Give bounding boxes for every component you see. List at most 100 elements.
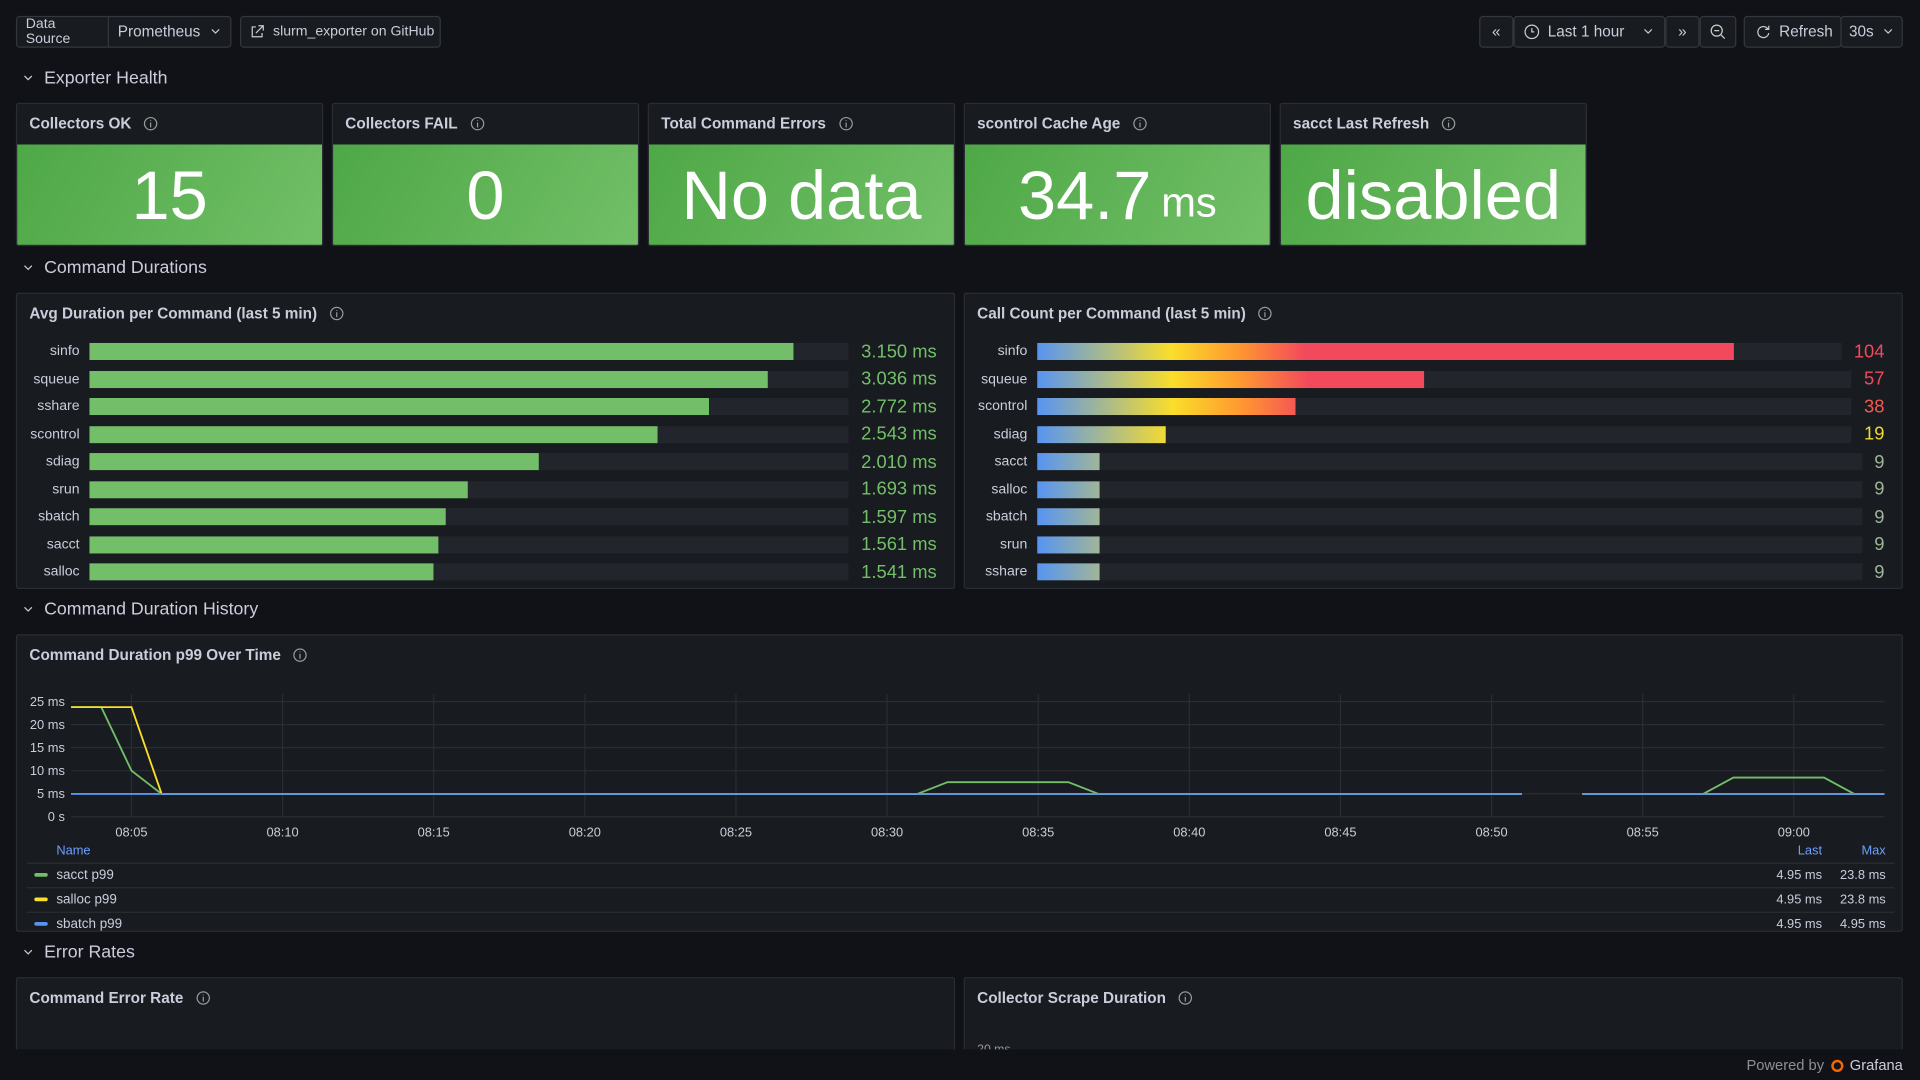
section-header[interactable]: Error Rates — [22, 943, 135, 962]
bar-label: sacct — [994, 454, 1028, 469]
y-tick-label: 0 s — [48, 809, 65, 824]
panel: Collector Scrape Duration 20 ms — [963, 977, 1903, 1063]
refresh-button[interactable]: Refresh — [1743, 15, 1842, 48]
x-tick-label: 08:40 — [1173, 824, 1205, 839]
refresh-interval[interactable]: 30s — [1840, 15, 1903, 48]
shift-back[interactable]: « — [1479, 15, 1514, 48]
bar-label: sbatch — [985, 509, 1028, 525]
bar-row: sshare 9 — [970, 558, 1884, 585]
panel-title: Collectors OK — [29, 115, 158, 132]
bar-label: salloc — [991, 481, 1028, 497]
x-tick-label: 09:00 — [1778, 824, 1810, 839]
bar-track — [89, 342, 849, 360]
time-picker[interactable]: Last 1 hour — [1513, 15, 1666, 48]
panel-title: Avg Duration per Command (last 5 min) — [29, 305, 344, 322]
panel-title: Command Error Rate — [29, 989, 211, 1007]
bar-track — [89, 370, 849, 388]
bar — [89, 480, 468, 498]
info-icon[interactable] — [1178, 991, 1193, 1006]
legend-swatch — [34, 897, 48, 902]
github-link[interactable]: slurm_exporter on GitHub — [240, 15, 441, 48]
y-tick-label: 10 ms — [30, 763, 65, 778]
info-icon[interactable] — [838, 116, 853, 131]
bar-label: squeue — [33, 371, 80, 387]
stat-panel: Collectors FAIL 0 — [331, 102, 640, 247]
shift-forward[interactable]: » — [1665, 15, 1700, 48]
bar — [89, 563, 434, 581]
data-source-picker[interactable]: Data Source Prometheus — [15, 15, 232, 48]
bar-track — [1037, 425, 1852, 443]
stat-value: disabled — [1305, 156, 1561, 234]
legend-max: 23.8 ms — [1840, 867, 1886, 882]
footer: Powered by Grafana — [0, 1049, 1920, 1080]
stat-value: No data — [681, 156, 922, 234]
panel-title: Total Command Errors — [661, 115, 853, 132]
bar-track — [89, 453, 849, 471]
info-icon[interactable] — [196, 991, 211, 1006]
refresh-icon — [1757, 25, 1770, 39]
bar-label: salloc — [43, 564, 80, 580]
bar-label: sacct — [46, 536, 80, 552]
panel-title: Collectors FAIL — [345, 115, 484, 132]
refresh-label: Refresh — [1779, 23, 1833, 41]
bar — [1037, 563, 1099, 581]
bar-track — [89, 425, 849, 443]
bar-label: srun — [999, 536, 1028, 552]
bar-value: 104 — [1853, 341, 1885, 362]
stat-panel: Collectors OK 15 — [15, 102, 324, 247]
zoom-out[interactable] — [1699, 15, 1737, 48]
bar — [89, 535, 439, 553]
panel: Call Count per Command (last 5 min) sinfo… — [963, 292, 1903, 589]
bar — [89, 453, 539, 471]
bar — [1037, 370, 1425, 388]
bar-row: sdiag 2.010 ms — [22, 448, 937, 475]
info-icon[interactable] — [329, 306, 344, 321]
brand[interactable]: Grafana — [1849, 1056, 1903, 1074]
bar — [1037, 480, 1099, 498]
panel-title-text: Avg Duration per Command (last 5 min) — [29, 304, 318, 323]
legend-last: 4.95 ms — [1776, 916, 1822, 931]
bar-value: 3.036 ms — [861, 368, 937, 390]
legend-header: Max — [1861, 843, 1886, 858]
info-icon[interactable] — [144, 116, 159, 131]
x-tick-label: 08:05 — [115, 824, 147, 839]
external-icon — [251, 25, 264, 38]
panel-title: Collector Scrape Duration — [977, 989, 1193, 1007]
bar-value: 1.693 ms — [861, 478, 937, 500]
section-header[interactable]: Command Durations — [22, 258, 207, 278]
panel-title-text: Collector Scrape Duration — [977, 989, 1166, 1007]
section-header[interactable]: Exporter Health — [22, 69, 167, 88]
panel-title-text: Call Count per Command (last 5 min) — [977, 304, 1246, 323]
info-icon[interactable] — [1133, 116, 1148, 131]
x-tick-label: 08:25 — [720, 824, 752, 839]
stat-panel: sacct Last Refresh disabled — [1279, 102, 1587, 247]
bar-value: 1.541 ms — [861, 561, 937, 583]
stat-value-box: No data — [648, 144, 954, 245]
series-line — [71, 706, 1885, 795]
section-title: Command Duration History — [44, 600, 259, 620]
x-tick-label: 08:50 — [1475, 824, 1507, 839]
bar — [1037, 453, 1099, 471]
x-tick-label: 08:55 — [1627, 824, 1659, 839]
info-icon[interactable] — [1258, 306, 1273, 321]
section-header[interactable]: Command Duration History — [22, 600, 258, 620]
info-icon[interactable] — [293, 648, 308, 663]
bar-label: scontrol — [30, 426, 80, 442]
info-icon[interactable] — [1441, 116, 1456, 131]
bar-track — [89, 480, 849, 498]
info-icon[interactable] — [470, 116, 485, 131]
bar-row: sinfo 3.150 ms — [22, 338, 937, 365]
bar-track — [1037, 342, 1842, 360]
chevron — [24, 606, 33, 612]
bar-track — [1037, 480, 1863, 498]
legend-header: Name — [56, 843, 90, 858]
footer-content: Powered by Grafana — [1746, 1057, 1902, 1074]
panel-title-text: Total Command Errors — [661, 115, 826, 133]
bar-value: 9 — [1874, 533, 1885, 555]
time-range: Last 1 hour — [1547, 23, 1625, 41]
panel-title-text: scontrol Cache Age — [977, 115, 1121, 133]
legend-last: 4.95 ms — [1776, 892, 1822, 907]
bar-label: scontrol — [978, 399, 1028, 414]
